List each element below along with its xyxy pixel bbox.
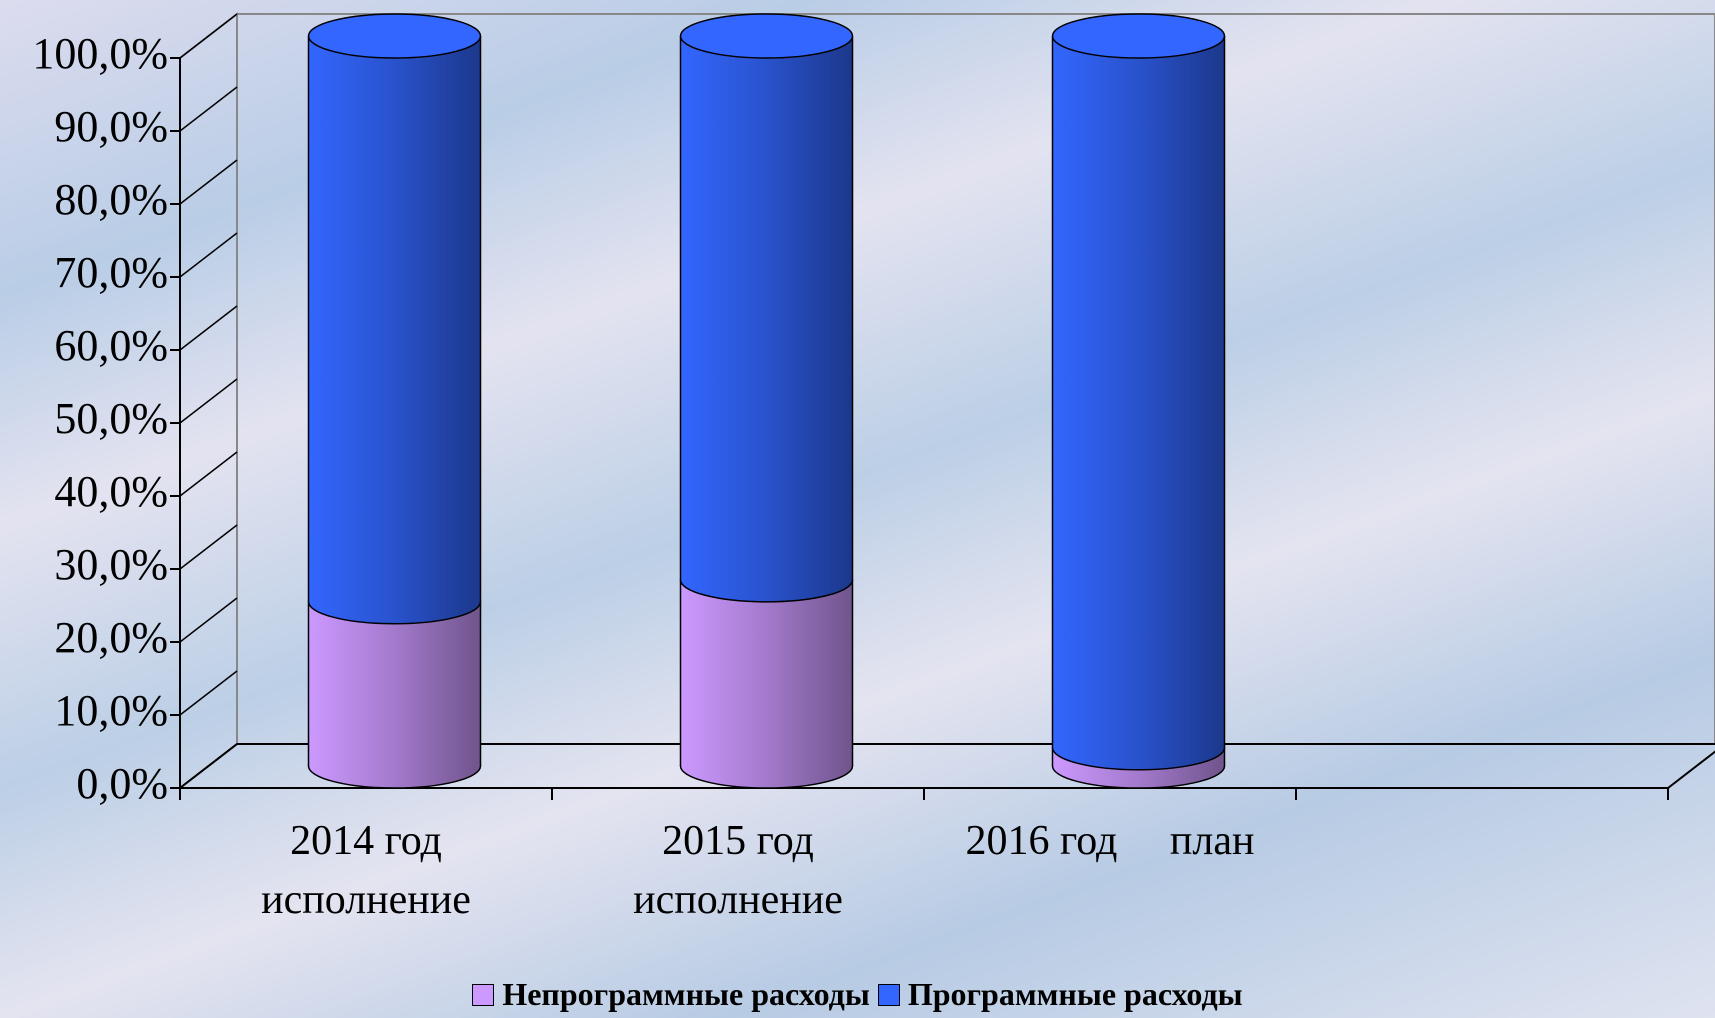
y-tick-depth	[179, 597, 238, 643]
y-tick-label: 40,0%	[54, 467, 168, 516]
y-tick-depth	[179, 524, 238, 570]
legend-item: Программные расходы	[877, 976, 1243, 1013]
y-tick-depth	[179, 378, 238, 424]
bar-top	[1051, 13, 1226, 59]
bar	[308, 36, 481, 602]
y-tick-label: 60,0%	[54, 321, 168, 370]
x-tick-label: 2016 год план	[965, 818, 1255, 864]
y-tick-label: 90,0%	[54, 102, 168, 151]
bar-top	[307, 13, 482, 59]
x-tick-label: 2014 год исполнение	[261, 818, 471, 923]
y-tick-depth	[179, 232, 238, 278]
y-tick-depth	[179, 670, 238, 716]
y-tick-depth	[179, 743, 238, 789]
legend-label: Программные расходы	[907, 976, 1243, 1012]
legend-label: Непрограммные расходы	[502, 976, 870, 1012]
bar	[680, 36, 853, 580]
bar-top	[679, 13, 854, 59]
y-tick-depth	[179, 13, 238, 59]
y-tick-label: 0,0%	[76, 759, 168, 808]
y-tick-label: 30,0%	[54, 540, 168, 589]
y-tick-label: 50,0%	[54, 394, 168, 443]
bar	[308, 601, 481, 766]
y-tick-depth	[179, 305, 238, 351]
y-tick-label: 80,0%	[54, 175, 168, 224]
legend-swatch	[877, 983, 900, 1006]
y-tick-label: 10,0%	[54, 686, 168, 735]
y-tick-depth	[179, 451, 238, 497]
y-tick-depth	[179, 159, 238, 205]
y-tick-depth	[179, 86, 238, 132]
x-tick-label: 2015 год исполнение	[633, 818, 843, 923]
bar	[1052, 36, 1225, 748]
bar	[680, 579, 853, 766]
legend-item: Непрограммные расходы	[472, 976, 870, 1013]
y-tick-label: 100,0%	[32, 29, 168, 78]
y-tick-label: 20,0%	[54, 613, 168, 662]
legend: Непрограммные расходы Программные расходы	[0, 976, 1715, 1014]
legend-swatch	[472, 983, 495, 1006]
y-tick-label: 70,0%	[54, 248, 168, 297]
